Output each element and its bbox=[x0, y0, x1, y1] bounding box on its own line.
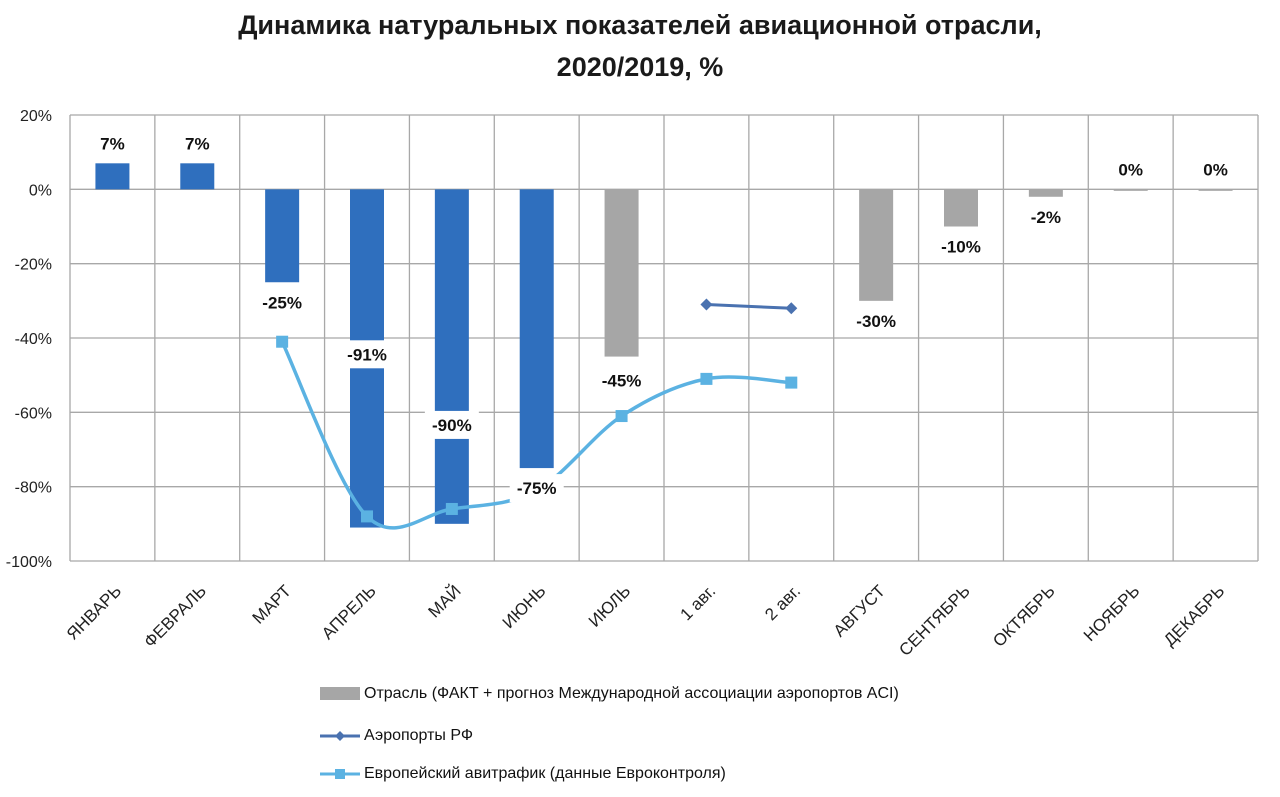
y-tick-label: -60% bbox=[15, 405, 52, 422]
data-label-bg bbox=[934, 232, 988, 261]
bar bbox=[180, 163, 215, 190]
x-axis-categories: ЯНВАРЬ ФЕВРАЛЬ МАРТ АПРЕЛЬ МАЙ ИЮНЬ ИЮЛЬ 1 авг.… bbox=[63, 581, 1228, 659]
y-tick-label: -40% bbox=[15, 331, 52, 348]
x-tick-label: 1 авг. bbox=[676, 581, 719, 624]
data-labels: 7% 7% -25% -91% -90% -75% -45% -30% -10% -2% 0% 0% bbox=[100, 134, 1228, 503]
x-tick-label: ЯНВАРЬ bbox=[63, 581, 125, 643]
data-label-bg bbox=[340, 340, 394, 369]
x-tick-label: ИЮНЬ bbox=[499, 581, 550, 632]
gridlines bbox=[69, 114, 1259, 562]
data-label: -75% bbox=[517, 479, 557, 498]
y-tick-label: 0% bbox=[29, 182, 52, 199]
bar bbox=[1198, 189, 1233, 191]
y-tick-label: -20% bbox=[15, 257, 52, 274]
bar bbox=[95, 163, 130, 190]
x-tick-label: СЕНТЯБРЬ bbox=[895, 581, 973, 659]
point-euro bbox=[361, 510, 373, 523]
y-tick-label: -100% bbox=[6, 554, 52, 571]
data-label-bg bbox=[509, 474, 564, 503]
data-label: -90% bbox=[432, 416, 472, 435]
data-label: -45% bbox=[602, 371, 642, 390]
data-label-bg bbox=[255, 288, 310, 317]
x-tick-label: ОКТЯБРЬ bbox=[989, 581, 1058, 650]
bar bbox=[1113, 189, 1148, 191]
bar bbox=[434, 189, 469, 524]
data-label: 7% bbox=[185, 134, 210, 153]
data-label-bg bbox=[849, 306, 904, 335]
point-euro bbox=[276, 335, 289, 348]
x-tick-label: МАЙ bbox=[425, 581, 465, 621]
x-tick-label: ИЮЛЬ bbox=[585, 581, 634, 630]
chart: 20% 0% -20% -40% -60% -80% -100% 7% 7% -25% -91% -… bbox=[6, 108, 1259, 660]
x-tick-label: АВГУСТ bbox=[830, 581, 889, 640]
x-tick-label: АПРЕЛЬ bbox=[318, 581, 380, 643]
y-axis-ticks: 20% 0% -20% -40% -60% -80% -100% bbox=[6, 108, 52, 571]
x-tick-label: НОЯБРЬ bbox=[1080, 581, 1144, 645]
x-tick-label: ДЕКАБРЬ bbox=[1160, 581, 1228, 649]
data-label-bg bbox=[594, 366, 649, 395]
data-label-bg bbox=[424, 410, 479, 439]
chart-title-line-1: Динамика натуральных показателей авиацио… bbox=[238, 10, 1042, 40]
data-label-bg bbox=[1023, 202, 1068, 231]
data-label: -25% bbox=[262, 293, 302, 312]
series-line-airports bbox=[706, 303, 792, 310]
legend-diamond-line-icon bbox=[320, 731, 360, 741]
legend-square-line-icon bbox=[320, 769, 360, 779]
chart-title-line-2: 2020/2019, % bbox=[556, 52, 724, 82]
point-euro bbox=[445, 502, 458, 515]
bar bbox=[859, 189, 894, 301]
y-tick-label: 20% bbox=[20, 108, 52, 125]
bar bbox=[604, 189, 639, 357]
bar bbox=[265, 189, 300, 283]
data-label: -2% bbox=[1031, 208, 1061, 227]
bar bbox=[519, 189, 554, 469]
x-tick-label: ФЕВРАЛЬ bbox=[140, 581, 210, 651]
point-euro bbox=[615, 410, 628, 423]
data-label: 0% bbox=[1118, 160, 1143, 179]
bar bbox=[944, 189, 978, 227]
bars bbox=[95, 163, 1233, 528]
legend-label: Аэропорты РФ bbox=[364, 727, 474, 744]
point-airports bbox=[700, 298, 713, 311]
data-label: -91% bbox=[347, 345, 387, 364]
legend-gray-bar-icon bbox=[320, 687, 360, 700]
legend-label: Отрасль (ФАКТ + прогноз Международной ас… bbox=[364, 685, 899, 702]
point-euro bbox=[700, 372, 713, 385]
x-tick-label: 2 авг. bbox=[761, 581, 804, 624]
y-tick-label: -80% bbox=[15, 480, 52, 497]
x-tick-label: МАРТ bbox=[249, 581, 295, 627]
data-label: 0% bbox=[1203, 160, 1228, 179]
data-label: -10% bbox=[941, 238, 981, 257]
point-euro bbox=[785, 376, 798, 389]
legend-label: Европейский авитрафик (данные Евроконтро… bbox=[364, 765, 726, 782]
data-label: -30% bbox=[856, 312, 896, 331]
point-airports bbox=[785, 302, 798, 315]
bar bbox=[1028, 189, 1063, 197]
data-label: 7% bbox=[100, 134, 125, 153]
